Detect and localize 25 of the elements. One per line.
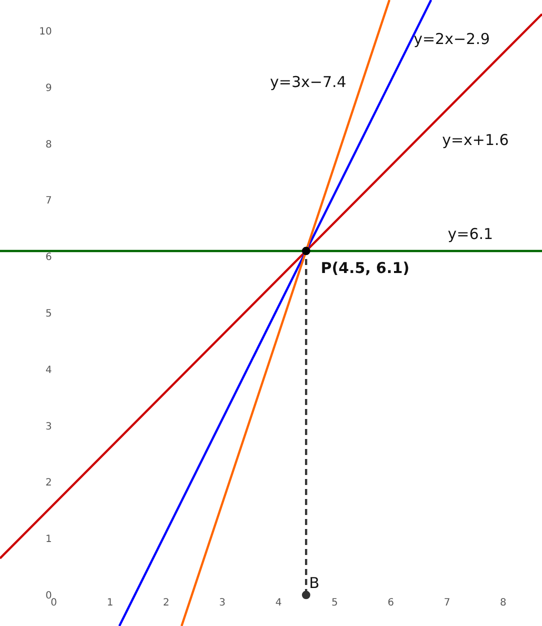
series-label: P(4.5, 6.1) (320, 258, 410, 277)
series-label: y=2x−2.9 (414, 30, 490, 48)
y-tick-label: 6 (45, 252, 52, 264)
x-tick-label: 6 (388, 597, 394, 608)
x-tick-label: 7 (444, 597, 450, 608)
x-tick-label: 2 (163, 597, 170, 608)
y-tick-label: 1 (45, 534, 52, 546)
y-tick-label: 2 (45, 478, 52, 489)
y-tick-label: 0 (45, 590, 52, 602)
x-tick-label: 8 (500, 597, 506, 608)
x-tick-label: 3 (219, 597, 226, 608)
y-tick-label: 10 (39, 26, 52, 38)
series-label: y=6.1 (448, 224, 494, 243)
y-tick-label: 4 (45, 364, 52, 376)
series-label: y=x+1.6 (442, 130, 509, 149)
y-tick-label: 3 (45, 421, 52, 432)
y-tick-label: 7 (45, 196, 52, 207)
x-tick-label: 1 (106, 597, 114, 608)
y-tick-label: 9 (45, 82, 52, 94)
y-tick-label: 5 (45, 308, 52, 320)
x-tick-label: 4 (275, 597, 282, 608)
x-tick-label: 5 (332, 597, 338, 608)
series-label: y=3x−7.4 (270, 73, 346, 92)
series-label: B (309, 574, 320, 592)
y-tick-label: 8 (45, 139, 52, 150)
